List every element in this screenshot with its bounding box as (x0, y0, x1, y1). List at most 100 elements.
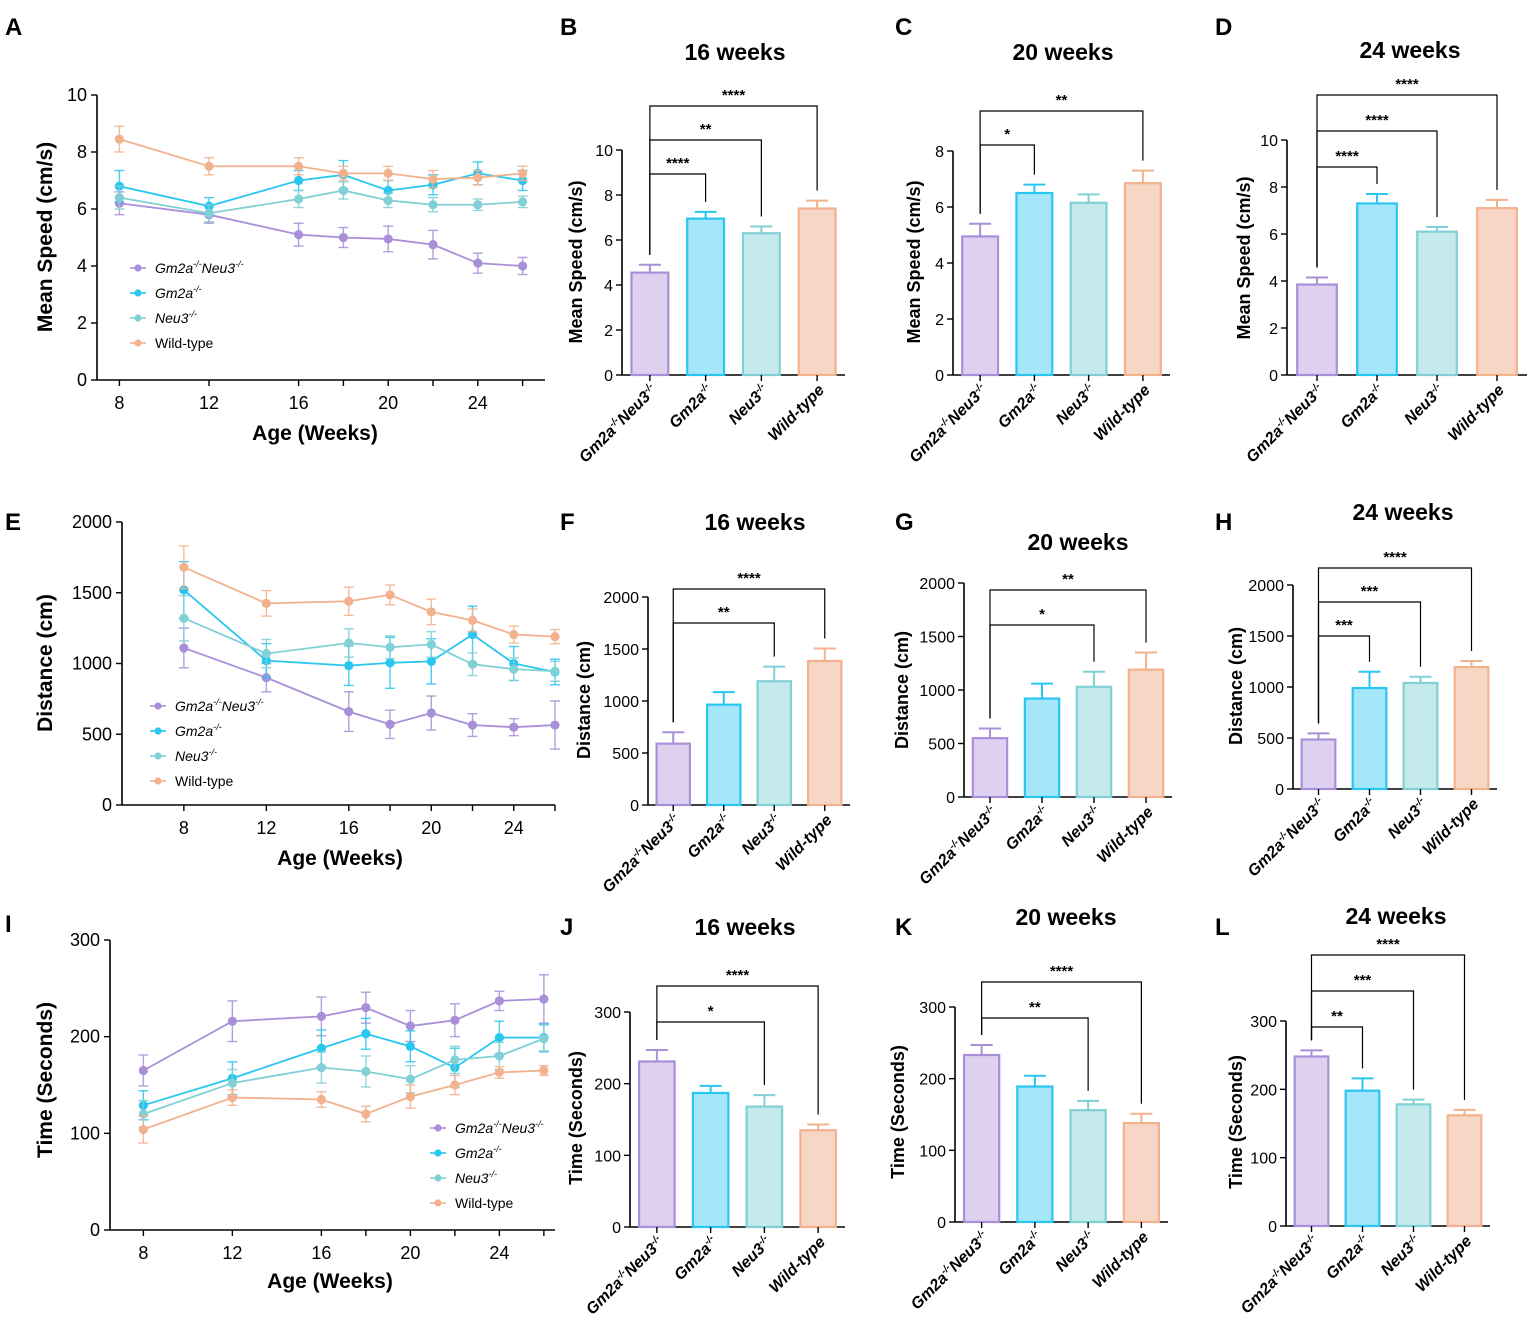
series-line (183, 566, 556, 638)
significance-label: **** (737, 570, 761, 587)
category-label: Gm2a-/-​Neu3-/-​ (1237, 1232, 1323, 1318)
data-point (428, 240, 438, 250)
chart-title: 16 weeks (704, 509, 805, 535)
y-tick-label: 500 (82, 724, 112, 744)
legend-entry: Gm2a-/-​Neu3-/-​ (150, 697, 264, 714)
bar (971, 737, 1009, 799)
legend-label: Gm2a-/-​ (175, 722, 222, 739)
series-line (142, 998, 544, 1072)
legend-entry: Gm2a-/-​ (150, 722, 222, 739)
chart-l: L 24 weeks 0 100 200 300 Time (Seconds) Gm2a-/-… (1215, 903, 1490, 1317)
legend-swatch-dot (434, 1199, 442, 1207)
data-point (361, 1029, 371, 1039)
category-label: Gm2a-/-​Neu3-/-​ (582, 1233, 668, 1319)
data-point (426, 639, 436, 649)
bracket-line (989, 589, 1147, 719)
legend-entry: Wild-type (430, 1195, 514, 1211)
category-label: Neu3-/-​ (728, 1233, 776, 1281)
y-tick-label: 2000 (1248, 578, 1284, 595)
y-tick-label: 300 (1250, 1014, 1277, 1031)
bar (1293, 1055, 1330, 1228)
x-tick-label: 8 (138, 1243, 148, 1263)
data-point (204, 161, 214, 171)
significance-label: ** (700, 121, 712, 138)
bar (756, 680, 793, 807)
y-tick-label: 1000 (72, 654, 112, 674)
x-tick-label: 8 (179, 818, 189, 838)
data-point (361, 1066, 371, 1077)
bracket-line (656, 1021, 765, 1086)
panel-letter: J (560, 914, 573, 941)
significance-label: *** (1335, 617, 1353, 634)
data-point (338, 185, 348, 196)
x-tick-label: 16 (339, 818, 359, 838)
bar (745, 1105, 784, 1229)
bracket-line (989, 624, 1095, 719)
legend-swatch-dot (434, 1174, 442, 1182)
legend-swatch-dot (134, 264, 142, 272)
significance-bracket: **** (649, 155, 707, 255)
panel-letter: I (5, 911, 12, 938)
x-tick-label: 16 (289, 393, 309, 413)
data-point (138, 1124, 148, 1135)
data-point (227, 1078, 237, 1088)
bracket-line (649, 105, 818, 255)
legend-label: Neu3-/-​ (155, 309, 197, 326)
y-tick-label: 0 (1268, 1219, 1277, 1236)
y-tick-label: 1000 (919, 683, 955, 700)
category-label: Wild-type (1419, 796, 1482, 859)
category-label: Wild-type (1412, 1233, 1475, 1296)
bracket-line (981, 981, 1142, 1104)
bar (1127, 668, 1165, 799)
data-point (509, 722, 519, 732)
significance-label: *** (1354, 972, 1372, 989)
y-tick-label: 1500 (72, 583, 112, 603)
bar (1395, 1103, 1432, 1228)
data-point (539, 1034, 549, 1044)
data-point (316, 1043, 326, 1053)
y-tick-label: 6 (604, 233, 613, 250)
significance-label: **** (666, 155, 690, 172)
x-tick-label: 8 (114, 393, 124, 413)
data-point (114, 193, 124, 203)
significance-label: ** (1062, 571, 1074, 588)
data-point (426, 656, 436, 666)
legend-swatch-dot (134, 339, 142, 347)
series-line (183, 647, 556, 729)
legend-label: Wild-type (455, 1195, 514, 1211)
legend-label: Gm2a-/-​Neu3-/-​ (175, 697, 264, 714)
bar (1122, 1121, 1161, 1224)
y-tick-label: 1000 (1248, 680, 1284, 697)
data-point (294, 230, 304, 240)
legend-label: Gm2a-/-​Neu3-/-​ (455, 1119, 544, 1136)
bar (741, 232, 781, 377)
category-label: Gm2a-/-​Neu3-/-​ (1243, 381, 1329, 467)
data-point (428, 174, 438, 184)
significance-bracket: ** (1310, 1008, 1364, 1069)
significance-label: **** (1050, 963, 1074, 980)
bracket-line (1317, 635, 1371, 724)
data-point (385, 642, 395, 652)
y-tick-label: 2 (1269, 321, 1278, 338)
series-line (143, 1032, 544, 1107)
bracket-line (656, 985, 819, 1115)
series-0 (138, 974, 549, 1087)
significance-label: **** (1395, 76, 1419, 93)
data-point (550, 666, 560, 676)
data-point (518, 197, 528, 207)
significance-bracket: **** (1316, 148, 1378, 268)
series-3 (178, 545, 560, 645)
bar (1453, 666, 1490, 791)
panel-letter: C (895, 14, 912, 41)
panel-letter: A (5, 14, 22, 41)
y-axis-title: Mean Speed (cm/s) (1234, 176, 1254, 339)
series-line (119, 138, 523, 180)
category-label: Neu3-/-​ (1052, 1228, 1100, 1276)
bar (686, 217, 726, 377)
category-label: Gm2a-/-​ (994, 381, 1045, 432)
significance-bracket: ** (989, 571, 1147, 719)
chart-title: 20 weeks (1015, 904, 1116, 930)
data-point (426, 607, 436, 617)
category-label: Wild-type (773, 812, 836, 875)
